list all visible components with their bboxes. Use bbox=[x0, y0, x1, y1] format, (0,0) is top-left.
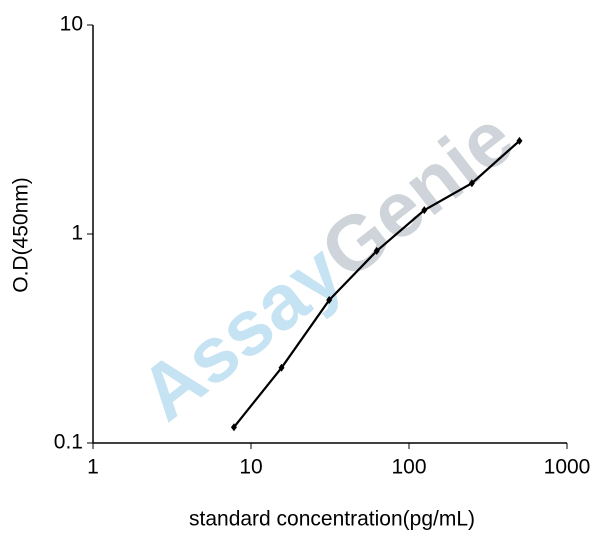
data-point bbox=[468, 179, 475, 188]
data-point bbox=[278, 363, 285, 372]
y-tick-label: 1 bbox=[71, 222, 83, 245]
x-tick-label: 1000 bbox=[544, 456, 591, 479]
y-tick-label: 0.1 bbox=[54, 431, 83, 454]
watermark-part: Genie bbox=[304, 93, 529, 296]
y-axis-label: O.D(450nm) bbox=[10, 177, 33, 293]
x-tick-label: 10 bbox=[239, 456, 262, 479]
data-point bbox=[230, 423, 237, 432]
data-point bbox=[421, 206, 428, 215]
watermark: AssayGenie bbox=[123, 93, 529, 437]
data-point bbox=[373, 246, 380, 255]
x-axis-label: standard concentration(pg/mL) bbox=[189, 508, 475, 531]
watermark-part: Assay bbox=[123, 226, 358, 437]
y-tick-label: 10 bbox=[60, 13, 83, 36]
x-tick-label: 100 bbox=[391, 456, 426, 479]
data-point bbox=[516, 136, 523, 145]
x-tick-label: 1 bbox=[87, 456, 99, 479]
data-point bbox=[326, 296, 333, 305]
